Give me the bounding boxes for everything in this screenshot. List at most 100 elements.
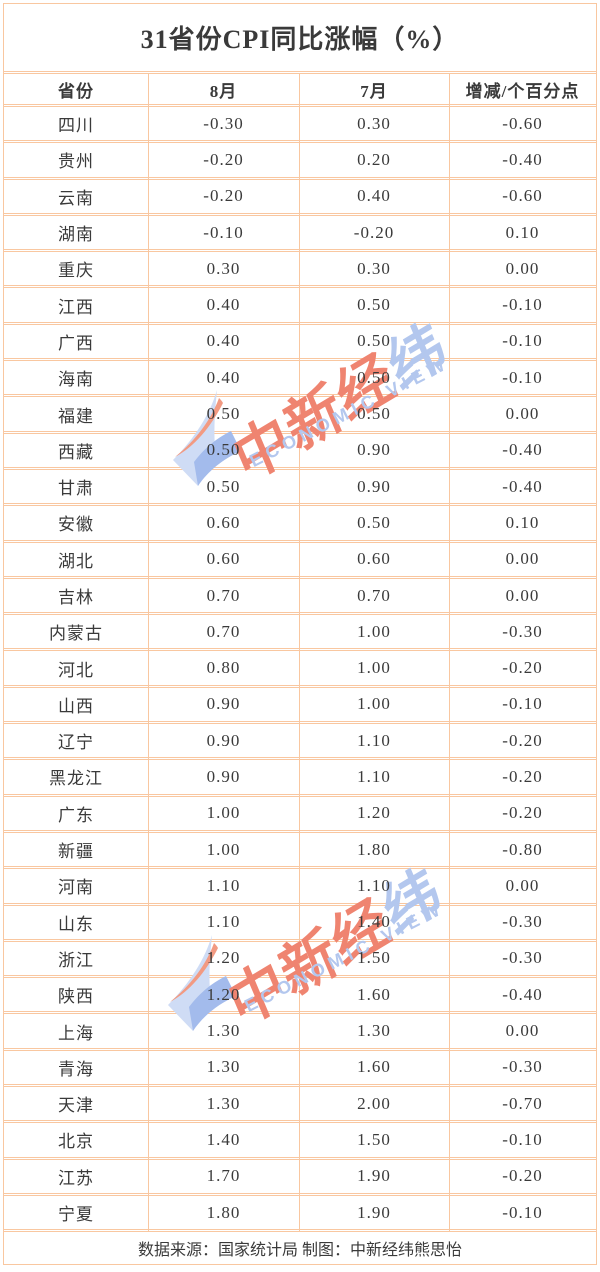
cell-value: -0.60: [502, 186, 543, 206]
cell-province: 北京: [58, 1132, 94, 1152]
cell-value: 2.00: [357, 1093, 391, 1113]
table-row: 天津 1.30 2.00 -0.70: [4, 1087, 596, 1124]
cell-value: 0.50: [357, 331, 391, 351]
cell-value: 1.50: [357, 1129, 391, 1149]
table-row: 宁夏 1.80 1.90 -0.10: [4, 1196, 596, 1233]
cell-value: 0.50: [206, 404, 241, 424]
cell-province: 山西: [58, 696, 94, 716]
cell-value: 0.90: [206, 766, 241, 786]
cell-province: 四川: [58, 116, 94, 136]
cell-value: 0.40: [206, 367, 241, 387]
table-row: 西藏 0.50 0.90 -0.40: [4, 434, 596, 470]
cell-value: 1.00: [206, 839, 241, 859]
cell-value: -0.10: [502, 295, 543, 315]
cell-value: -0.30: [502, 948, 543, 968]
table-row: 北京 1.40 1.50 -0.10: [4, 1123, 596, 1160]
cell-value: 1.10: [357, 730, 391, 750]
cell-province: 江西: [58, 297, 94, 317]
header-cell-province: 省份: [58, 81, 94, 101]
table-row: 青海 1.30 1.60 -0.30: [4, 1051, 596, 1088]
cell-value: 0.00: [505, 585, 540, 605]
cell-value: -0.40: [502, 149, 543, 169]
cell-value: 0.50: [357, 367, 391, 387]
cell-value: 1.20: [357, 803, 391, 823]
cell-value: -0.20: [502, 730, 543, 750]
cell-value: 0.90: [357, 476, 391, 496]
cell-province: 辽宁: [58, 733, 94, 753]
cell-value: -0.80: [502, 839, 543, 859]
cell-value: -0.10: [203, 222, 244, 242]
cell-province: 西藏: [58, 442, 94, 462]
table-row: 湖南 -0.10 -0.20 0.10: [4, 216, 596, 253]
cell-value: 0.70: [206, 621, 241, 641]
cell-province: 安徽: [58, 515, 94, 535]
table-body: 四川 -0.30 0.30 -0.60 贵州 -0.20 0.20 -0.40 云南 -0.20 0…: [4, 107, 596, 1233]
cell-value: 0.50: [206, 440, 241, 460]
cell-value: 0.70: [206, 585, 241, 605]
cell-value: 0.50: [357, 295, 391, 315]
cell-value: 0.60: [206, 512, 241, 532]
cell-value: 1.80: [357, 839, 391, 859]
cell-value: -0.30: [502, 1057, 543, 1077]
table-footer-row: 数据来源：国家统计局 制图：中新经纬熊思怡: [4, 1232, 596, 1264]
table-row: 河北 0.80 1.00 -0.20: [4, 651, 596, 688]
cell-province: 海南: [58, 370, 94, 390]
table-row: 山东 1.10 1.40 -0.30: [4, 906, 596, 942]
table-row: 福建 0.50 0.50 0.00: [4, 397, 596, 434]
table-row: 上海 1.30 1.30 0.00: [4, 1014, 596, 1051]
cell-value: 1.30: [206, 1057, 241, 1077]
table-row: 四川 -0.30 0.30 -0.60: [4, 107, 596, 144]
cell-value: -0.10: [502, 1202, 543, 1222]
cell-value: 0.90: [206, 730, 241, 750]
cell-value: -0.10: [502, 694, 543, 714]
header-cell-august: 8月: [209, 81, 238, 101]
cell-province: 广西: [58, 333, 94, 353]
cell-province: 陕西: [58, 987, 94, 1007]
table-grid: 省份 8月 7月 增减/个百分点 四川 -0.30 0.30 -0.60 贵州 -0.20…: [4, 74, 596, 1233]
cell-value: -0.40: [502, 440, 543, 460]
cpi-table: 31省份CPI同比涨幅（%） 省份 8月 7月 增减/个百分点 四川 -0.30 0…: [3, 3, 597, 1266]
table-row: 广西 0.40 0.50 -0.10: [4, 325, 596, 362]
cell-value: -0.10: [502, 367, 543, 387]
cell-value: 0.70: [357, 585, 391, 605]
cell-value: -0.20: [502, 803, 543, 823]
cell-value: -0.30: [502, 912, 543, 932]
cell-value: -0.30: [203, 113, 244, 133]
cell-value: -0.10: [502, 331, 543, 351]
cell-value: 0.00: [505, 404, 540, 424]
cell-province: 重庆: [58, 261, 94, 281]
cell-value: -0.20: [502, 1166, 543, 1186]
cell-value: 0.40: [206, 295, 241, 315]
cell-value: 1.40: [357, 912, 391, 932]
cell-value: 1.10: [206, 912, 241, 932]
column-divider: [148, 74, 149, 1233]
cell-value: 0.40: [357, 186, 391, 206]
cell-value: -0.20: [502, 658, 543, 678]
table-row: 陕西 1.20 1.60 -0.40: [4, 978, 596, 1015]
cell-value: -0.20: [203, 149, 244, 169]
cell-province: 内蒙古: [49, 624, 103, 644]
cell-value: 0.50: [357, 404, 391, 424]
table-row: 重庆 0.30 0.30 0.00: [4, 252, 596, 289]
cell-province: 河南: [58, 878, 94, 898]
cell-province: 云南: [58, 188, 94, 208]
table-row: 江苏 1.70 1.90 -0.20: [4, 1160, 596, 1196]
cell-province: 湖北: [58, 551, 94, 571]
cell-province: 江苏: [58, 1168, 94, 1188]
cell-value: 1.00: [357, 694, 391, 714]
cell-value: 1.10: [206, 875, 241, 895]
cell-value: -0.60: [502, 113, 543, 133]
table-row: 河南 1.10 1.10 0.00: [4, 869, 596, 906]
source-note: 数据来源：国家统计局 制图：中新经纬熊思怡: [137, 1242, 462, 1260]
table-row: 浙江 1.20 1.50 -0.30: [4, 942, 596, 979]
cell-value: -0.20: [502, 766, 543, 786]
cell-value: 1.90: [357, 1166, 391, 1186]
cell-value: -0.30: [502, 621, 543, 641]
table-row: 安徽 0.60 0.50 0.10: [4, 506, 596, 543]
column-divider: [299, 74, 300, 1233]
cell-province: 天津: [58, 1096, 94, 1116]
table-row: 辽宁 0.90 1.10 -0.20: [4, 724, 596, 761]
cell-value: 1.80: [206, 1202, 241, 1222]
cell-value: 0.90: [357, 440, 391, 460]
